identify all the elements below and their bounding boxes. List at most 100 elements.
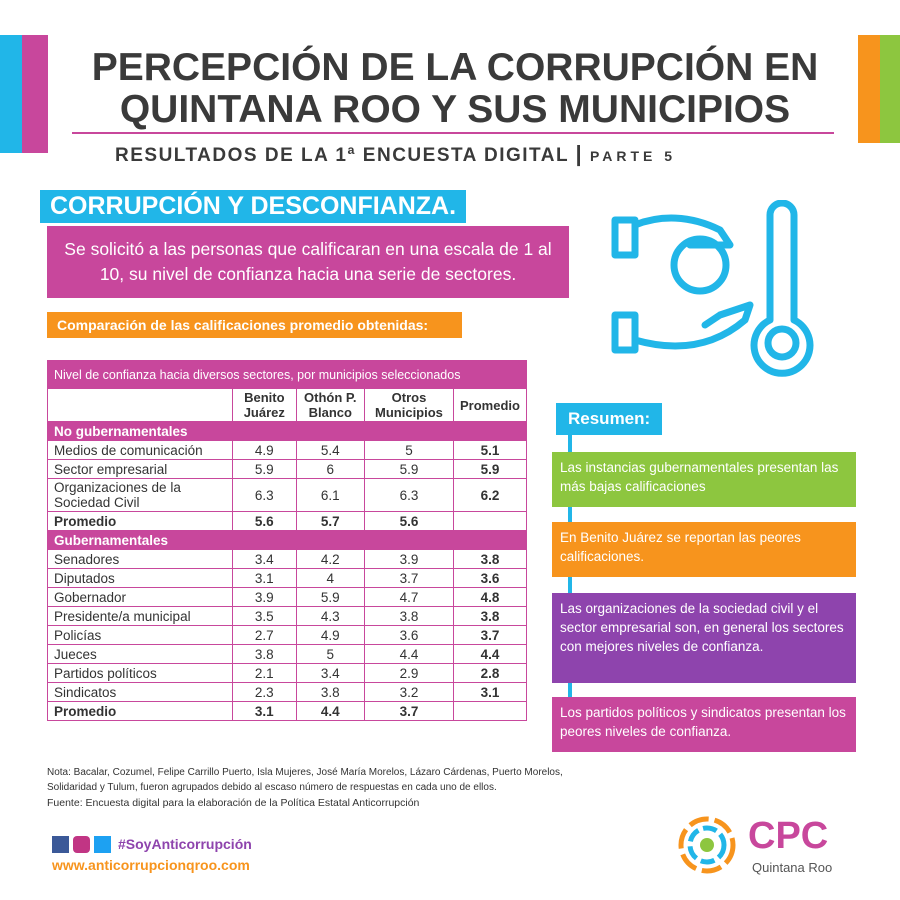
value-cell: 3.6 [363,625,455,645]
value-cell: 6.1 [295,478,365,512]
value-cell [453,511,527,531]
summary-title: Resumen: [556,403,663,435]
value-cell: 6.3 [232,478,297,512]
rule [72,132,834,134]
data-row: Diputados 3.1 4 3.7 3.6 [47,568,527,588]
value-cell: 4.7 [363,587,455,607]
caption: Nivel de confianza hacia diversos sector… [47,360,527,389]
value-cell: 3.8 [453,549,527,569]
header-cell: Benito Juárez [232,388,297,422]
value-cell: 3.2 [363,682,455,702]
group-row: Gubernamentales [47,530,527,550]
value-cell: 6 [295,459,365,479]
group-row: No gubernamentales [47,421,527,441]
row-label: Diputados [47,568,233,588]
value-cell [453,701,527,721]
source: Fuente: Encuesta digital para la elabora… [47,797,420,809]
summary-item: Las organizaciones de la sociedad civil … [552,593,856,683]
summary-item: Los partidos políticos y sindicatos pres… [552,697,856,752]
value-cell: 5.9 [295,587,365,607]
logo-mark [678,816,736,874]
average-row: Promedio 3.1 4.4 3.7 [47,701,527,721]
value-cell: 3.8 [363,606,455,626]
instagram-icon[interactable] [73,836,90,853]
data-row: Senadores 3.4 4.2 3.9 3.8 [47,549,527,569]
summary-item: En Benito Juárez se reportan las peores … [552,522,856,577]
value-cell: 3.1 [453,682,527,702]
header-cell [47,388,233,422]
value-cell: 2.3 [232,682,297,702]
value-cell: 3.7 [363,701,455,721]
url[interactable]: www.anticorrupcionqroo.com [52,857,250,873]
value-cell: 2.8 [453,663,527,683]
row-label: Promedio [47,701,233,721]
comparison-label: Comparación de las calificaciones promed… [47,312,462,338]
bar-orange [858,35,880,143]
value-cell: 5.9 [232,459,297,479]
row-label: Policías [47,625,233,645]
row-label: Presidente/a municipal [47,606,233,626]
value-cell: 3.6 [453,568,527,588]
value-cell: 5.7 [295,511,365,531]
data-row: Gobernador 3.9 5.9 4.7 4.8 [47,587,527,607]
value-cell: 5.9 [363,459,455,479]
value-cell: 4.9 [295,625,365,645]
data-row: Presidente/a municipal 3.5 4.3 3.8 3.8 [47,606,527,626]
logo-sub: Quintana Roo [752,860,833,875]
value-cell: 3.4 [295,663,365,683]
section-title: CORRUPCIÓN Y DESCONFIANZA. [40,190,467,223]
value-cell: 4.4 [453,644,527,664]
row-label: Sindicatos [47,682,233,702]
value-cell: 3.1 [232,568,297,588]
bar-green [880,35,900,143]
row-label: Sector empresarial [47,459,233,479]
data-table: Nivel de confianza hacia diversos sector… [47,360,527,721]
header-cell: Otros Municipios [363,388,455,422]
value-cell: 4.4 [363,644,455,664]
value-cell: 6.3 [363,478,455,512]
value-cell: 4.4 [295,701,365,721]
row-label: Jueces [47,644,233,664]
data-row: Sector empresarial 5.9 6 5.9 5.9 [47,459,527,479]
value-cell: 3.8 [232,644,297,664]
intro: Se solicitó a las personas que calificar… [47,226,569,298]
value-cell: 3.1 [232,701,297,721]
value-cell: 5 [295,644,365,664]
value-cell: 5.6 [232,511,297,531]
value-cell: 2.1 [232,663,297,683]
row-label: Organizaciones de la Sociedad Civil [47,478,233,512]
value-cell: 3.7 [363,568,455,588]
social-icons [52,836,111,853]
value-cell: 4.8 [453,587,527,607]
value-cell: 5.4 [295,440,365,460]
hashtag[interactable]: #SoyAnticorrupción [118,836,252,852]
value-cell: 6.2 [453,478,527,512]
facebook-icon[interactable] [52,836,69,853]
group-title: Gubernamentales [47,530,527,550]
row-label: Senadores [47,549,233,569]
header-cell: Promedio [453,388,527,422]
bar-pink [22,35,48,153]
value-cell: 4.9 [232,440,297,460]
title: QUINTANA ROO Y SUS MUNICIPIOS [119,88,791,131]
caption-row: Nivel de confianza hacia diversos sector… [47,360,527,389]
header-cell: Othón P. Blanco [295,388,365,422]
data-row: Jueces 3.8 5 4.4 4.4 [47,644,527,664]
value-cell: 5.9 [453,459,527,479]
row-label: Medios de comunicación [47,440,233,460]
value-cell: 3.7 [453,625,527,645]
data-row: Policías 2.7 4.9 3.6 3.7 [47,625,527,645]
value-cell: 4 [295,568,365,588]
bar-cyan [0,35,22,153]
value-cell: 3.4 [232,549,297,569]
twitter-icon[interactable] [94,836,111,853]
value-cell: 3.8 [295,682,365,702]
subtitle: RESULTADOS DE LA 1ª ENCUESTA DIGITAL | P… [115,141,677,166]
value-cell: 2.9 [363,663,455,683]
value-cell: 3.9 [232,587,297,607]
value-cell: 3.8 [453,606,527,626]
value-cell: 3.5 [232,606,297,626]
row-label: Partidos políticos [47,663,233,683]
value-cell: 4.3 [295,606,365,626]
